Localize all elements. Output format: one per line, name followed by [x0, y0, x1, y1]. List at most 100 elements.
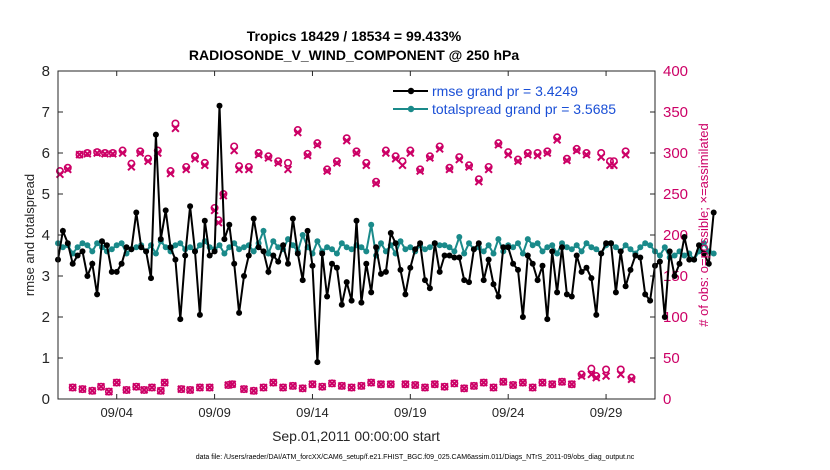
- obs-possible-marker: [357, 381, 366, 390]
- chart-subtitle: RADIOSONDE_V_WIND_COMPONENT @ 250 hPa: [189, 47, 519, 63]
- obs-assimilated-marker: [93, 148, 102, 158]
- legend-spread-marker: [407, 105, 415, 113]
- obs-possible-marker: [337, 381, 346, 390]
- obs-possible-marker: [469, 381, 478, 390]
- obs-assimilated-marker: [376, 380, 386, 389]
- spread-point: [329, 246, 335, 253]
- obs-possible-marker: [318, 382, 327, 391]
- rmse-point: [563, 291, 570, 298]
- obs-assimilated-marker: [435, 144, 444, 154]
- spread-point: [622, 242, 629, 249]
- obs-possible-marker: [75, 150, 84, 159]
- obs-assimilated-marker: [518, 378, 527, 387]
- rmse-point: [524, 252, 531, 259]
- spread-point: [289, 242, 296, 249]
- obs-possible-marker: [430, 380, 439, 389]
- obs-assimilated-marker: [371, 179, 381, 188]
- obs-assimilated-marker: [160, 378, 169, 387]
- rmse-point: [192, 248, 198, 255]
- obs-possible-marker: [352, 147, 361, 156]
- obs-possible-marker: [494, 139, 503, 148]
- rmse-point: [671, 273, 678, 279]
- spread-point: [324, 244, 331, 251]
- rmse-point: [407, 264, 414, 271]
- rmse-point: [103, 242, 110, 249]
- obs-assimilated-marker: [582, 150, 591, 159]
- obs-assimilated-marker: [597, 152, 606, 162]
- rmse-point: [241, 273, 247, 279]
- rmse-point: [348, 297, 355, 304]
- spread-point: [422, 246, 428, 253]
- obs-possible-marker: [269, 378, 278, 387]
- obs-possible-marker: [582, 149, 591, 158]
- obs-assimilated-marker: [494, 140, 503, 149]
- rmse-point: [696, 242, 702, 249]
- spread-point: [661, 244, 668, 251]
- chart-title: Tropics 18429 / 18534 = 99.433%: [247, 28, 462, 44]
- rmse-point: [441, 252, 448, 259]
- obs-possible-marker: [279, 383, 288, 392]
- obs-possible-marker: [239, 385, 248, 394]
- obs-assimilated-marker: [460, 384, 469, 393]
- spread-point: [152, 250, 159, 257]
- obs-count-markers: [55, 119, 636, 396]
- obs-possible-marker: [177, 385, 186, 394]
- obs-possible-marker: [567, 380, 576, 389]
- rmse-point: [172, 256, 179, 263]
- obs-assimilated-marker: [406, 148, 415, 158]
- rmse-point: [583, 264, 590, 271]
- obs-possible-marker: [78, 385, 87, 394]
- spread-point: [446, 244, 453, 251]
- y-tick-label-right: 250: [663, 186, 688, 203]
- obs-possible-marker: [572, 144, 581, 153]
- obs-possible-marker: [479, 378, 488, 387]
- obs-assimilated-marker: [411, 380, 420, 390]
- obs-possible-marker: [548, 380, 557, 389]
- obs-possible-marker: [308, 380, 317, 389]
- obs-assimilated-marker: [587, 370, 596, 379]
- rmse-point: [510, 260, 517, 267]
- y-tick-label-left: 7: [42, 104, 50, 121]
- obs-possible-marker: [323, 165, 332, 174]
- rmse-point: [358, 299, 365, 306]
- obs-assimilated-marker: [342, 136, 351, 145]
- spread-point: [671, 252, 678, 259]
- spread-point: [270, 238, 277, 245]
- spread-point: [510, 244, 517, 251]
- obs-assimilated-marker: [88, 386, 97, 395]
- obs-assimilated-marker: [147, 383, 157, 392]
- rmse-point: [329, 260, 335, 267]
- rmse-point: [402, 291, 409, 298]
- rmse-point: [94, 291, 101, 298]
- spread-point: [265, 250, 272, 257]
- obs-assimilated-marker: [616, 370, 625, 379]
- rmse-point: [196, 311, 203, 318]
- rmse-point: [152, 131, 159, 138]
- x-tick-label: 09/19: [394, 405, 427, 420]
- rmse-point: [260, 248, 267, 255]
- spread-point: [187, 244, 194, 251]
- rmse-point: [681, 234, 688, 240]
- obs-assimilated-marker: [182, 165, 191, 174]
- obs-assimilated-marker: [352, 148, 361, 158]
- rmse-point: [436, 268, 443, 275]
- obs-possible-marker: [577, 370, 586, 379]
- x-tick-label: 09/09: [198, 405, 231, 420]
- obs-possible-marker: [425, 152, 434, 161]
- obs-possible-marker: [63, 163, 72, 172]
- obs-assimilated-marker: [513, 157, 523, 166]
- obs-assimilated-marker: [68, 383, 77, 392]
- spread-point: [358, 244, 365, 251]
- obs-possible-marker: [465, 161, 474, 170]
- obs-possible-marker: [523, 149, 532, 158]
- obs-possible-marker: [132, 382, 141, 391]
- rmse-point: [353, 217, 360, 224]
- obs-assimilated-marker: [244, 165, 253, 174]
- rmse-point: [627, 266, 634, 273]
- rmse-point: [162, 207, 169, 214]
- spread-point: [172, 242, 179, 249]
- obs-assimilated-marker: [381, 148, 390, 158]
- obs-possible-marker: [97, 382, 106, 391]
- obs-assimilated-marker: [318, 382, 327, 391]
- rmse-point: [637, 254, 644, 261]
